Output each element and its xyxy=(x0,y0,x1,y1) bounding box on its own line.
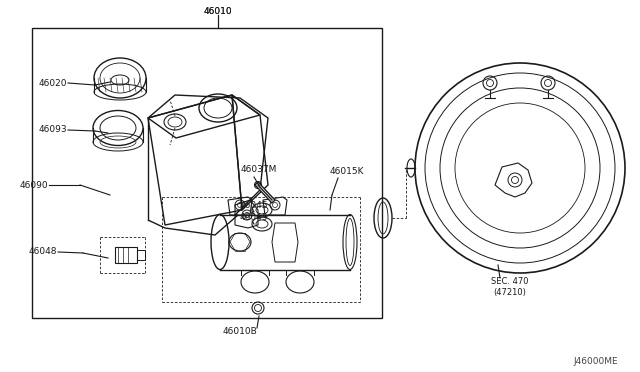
Text: 46010B: 46010B xyxy=(223,327,257,337)
Text: 46010: 46010 xyxy=(204,6,232,16)
Text: 46010: 46010 xyxy=(204,6,232,16)
Text: 46045: 46045 xyxy=(240,214,269,222)
Text: 46093: 46093 xyxy=(38,125,67,135)
Text: 46037M: 46037M xyxy=(241,166,277,174)
Text: 46045: 46045 xyxy=(240,201,269,209)
Text: 46048: 46048 xyxy=(29,247,57,257)
Text: J46000ME: J46000ME xyxy=(573,357,618,366)
Bar xyxy=(137,250,145,260)
Text: (47210): (47210) xyxy=(493,288,527,296)
Bar xyxy=(32,28,382,318)
Bar xyxy=(115,247,137,263)
Text: 46090: 46090 xyxy=(19,180,48,189)
Text: SEC. 470: SEC. 470 xyxy=(492,278,529,286)
Text: 46020: 46020 xyxy=(38,78,67,87)
Text: 46015K: 46015K xyxy=(330,167,365,176)
